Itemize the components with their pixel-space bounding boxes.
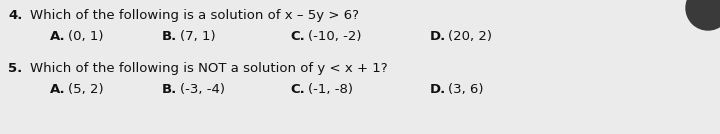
- Text: 4.: 4.: [8, 9, 22, 22]
- Text: C.: C.: [290, 83, 305, 96]
- Text: B.: B.: [162, 30, 177, 43]
- Text: (20, 2): (20, 2): [448, 30, 492, 43]
- Text: 5.: 5.: [8, 62, 22, 75]
- Text: (3, 6): (3, 6): [448, 83, 484, 96]
- Text: (-1, -8): (-1, -8): [308, 83, 353, 96]
- Text: (0, 1): (0, 1): [68, 30, 104, 43]
- Text: (-3, -4): (-3, -4): [180, 83, 225, 96]
- Text: Which of the following is NOT a solution of y < x + 1?: Which of the following is NOT a solution…: [30, 62, 387, 75]
- Circle shape: [686, 0, 720, 30]
- Text: Which of the following is a solution of x – 5y > 6?: Which of the following is a solution of …: [30, 9, 359, 22]
- Text: A.: A.: [50, 30, 66, 43]
- Text: C.: C.: [290, 30, 305, 43]
- Text: B.: B.: [162, 83, 177, 96]
- Text: D.: D.: [430, 83, 446, 96]
- Text: A.: A.: [50, 83, 66, 96]
- Text: (-10, -2): (-10, -2): [308, 30, 361, 43]
- Text: (7, 1): (7, 1): [180, 30, 215, 43]
- Text: (5, 2): (5, 2): [68, 83, 104, 96]
- Text: D.: D.: [430, 30, 446, 43]
